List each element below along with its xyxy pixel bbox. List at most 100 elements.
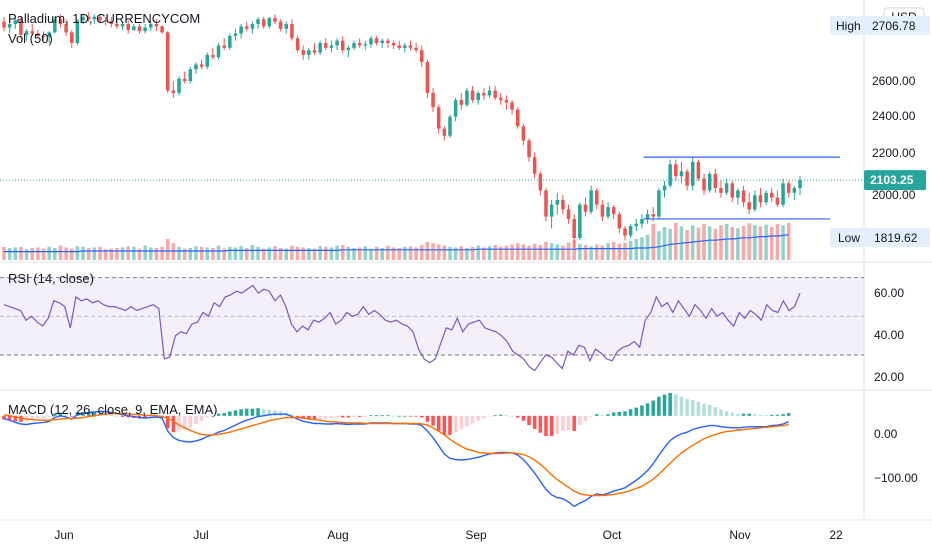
candle-body (86, 16, 91, 20)
candle (510, 100, 514, 115)
volume-bar (329, 247, 334, 260)
histogram-bar (566, 415, 571, 431)
volume-bar (154, 248, 159, 260)
rsi-legend[interactable]: RSI (14, close) (8, 271, 94, 286)
candle (544, 188, 548, 222)
histogram-bar (352, 415, 356, 417)
histogram-bar (465, 415, 469, 427)
candle (527, 138, 531, 162)
candle-body (312, 50, 317, 53)
candle (713, 169, 718, 193)
histogram-bar (679, 396, 684, 416)
histogram-bar (532, 415, 537, 429)
histogram-bar (442, 415, 447, 435)
channel-lines[interactable] (643, 156, 840, 220)
candle-body (611, 207, 616, 215)
volume-legend[interactable]: Vol (50) (8, 31, 53, 46)
candle-body (154, 24, 159, 27)
volume-bar (256, 246, 260, 260)
histogram-bar (572, 415, 576, 432)
volume-bar (284, 248, 289, 260)
candle-body (572, 218, 576, 238)
volume-bar (442, 245, 447, 260)
histogram-bar (92, 412, 97, 416)
volume-bar (747, 223, 751, 260)
volume-bar (81, 246, 85, 260)
volume-bar (352, 248, 356, 260)
candle-body (81, 16, 85, 21)
macd-tick: 0.00 (874, 427, 898, 441)
histogram-bar (58, 412, 63, 416)
histogram-bar (36, 415, 40, 419)
volume-bar (75, 246, 80, 260)
volume-bar (369, 248, 373, 260)
time-label: Jun (54, 528, 73, 542)
histogram-bar (64, 414, 68, 416)
volume-bar (24, 249, 29, 260)
candle-body (482, 92, 486, 96)
time-label: 22 (829, 528, 843, 542)
candle (448, 114, 452, 139)
candle (98, 14, 102, 23)
histogram-bar (578, 415, 582, 426)
candle (606, 202, 610, 219)
volume-bar (267, 247, 272, 260)
candle-body (702, 178, 706, 191)
volume-bar (420, 245, 424, 260)
volume-bar (657, 231, 661, 260)
candle-body (657, 190, 661, 217)
histogram-bar (120, 415, 125, 417)
low-value: 1819.62 (874, 231, 918, 245)
macd-legend[interactable]: MACD (12, 26, close, 9, EMA, EMA) (8, 402, 218, 417)
histogram-bar (521, 415, 526, 421)
candle-body (211, 54, 215, 58)
volume-bar (595, 244, 599, 260)
candle (245, 21, 249, 32)
histogram-bar (188, 415, 193, 428)
histogram-bar (662, 394, 667, 416)
histogram-bar (617, 412, 622, 416)
histogram-bar (233, 410, 238, 416)
candle-body (730, 183, 735, 198)
volume-bar (555, 244, 559, 260)
histogram-bar (165, 415, 170, 429)
volume-bar (188, 248, 193, 260)
volume-bar (19, 246, 23, 260)
volume-bar (307, 248, 311, 260)
volume-bar (64, 247, 68, 260)
volume-bar (690, 225, 695, 260)
candle (741, 185, 746, 208)
histogram-bar (606, 414, 610, 416)
price-axis[interactable]: 2600.00 2400.00 2200.00 2000.00 (872, 74, 916, 202)
volume-bar (357, 247, 362, 260)
signal-line (3, 412, 789, 497)
candle-body (132, 26, 136, 30)
candle (199, 59, 204, 70)
candle (194, 62, 198, 74)
candle (690, 157, 695, 191)
symbol-title[interactable]: Palladium, 1D, CURRENCYCOM (8, 11, 200, 26)
candle-body (555, 199, 559, 205)
candle-body (352, 43, 356, 48)
candle (386, 38, 390, 48)
candle (143, 24, 147, 34)
histogram-bar (775, 414, 780, 416)
time-axis[interactable]: Jun Jul Aug Sep Oct Nov 22 (54, 528, 843, 542)
candle-body (448, 116, 452, 136)
candle (216, 43, 221, 60)
candle (233, 28, 238, 41)
histogram-bar (177, 415, 181, 432)
volume-bar (216, 245, 221, 260)
volume-bar (436, 244, 441, 260)
volume-bar (544, 242, 548, 260)
candle-body (69, 32, 74, 44)
candle (171, 81, 176, 98)
candle-body (515, 109, 520, 127)
histogram-bar (414, 415, 418, 417)
volume-bar (527, 245, 531, 260)
candle (798, 176, 802, 196)
histogram-bar (493, 415, 497, 417)
volume-bar (476, 245, 480, 260)
candle-body (278, 21, 283, 29)
